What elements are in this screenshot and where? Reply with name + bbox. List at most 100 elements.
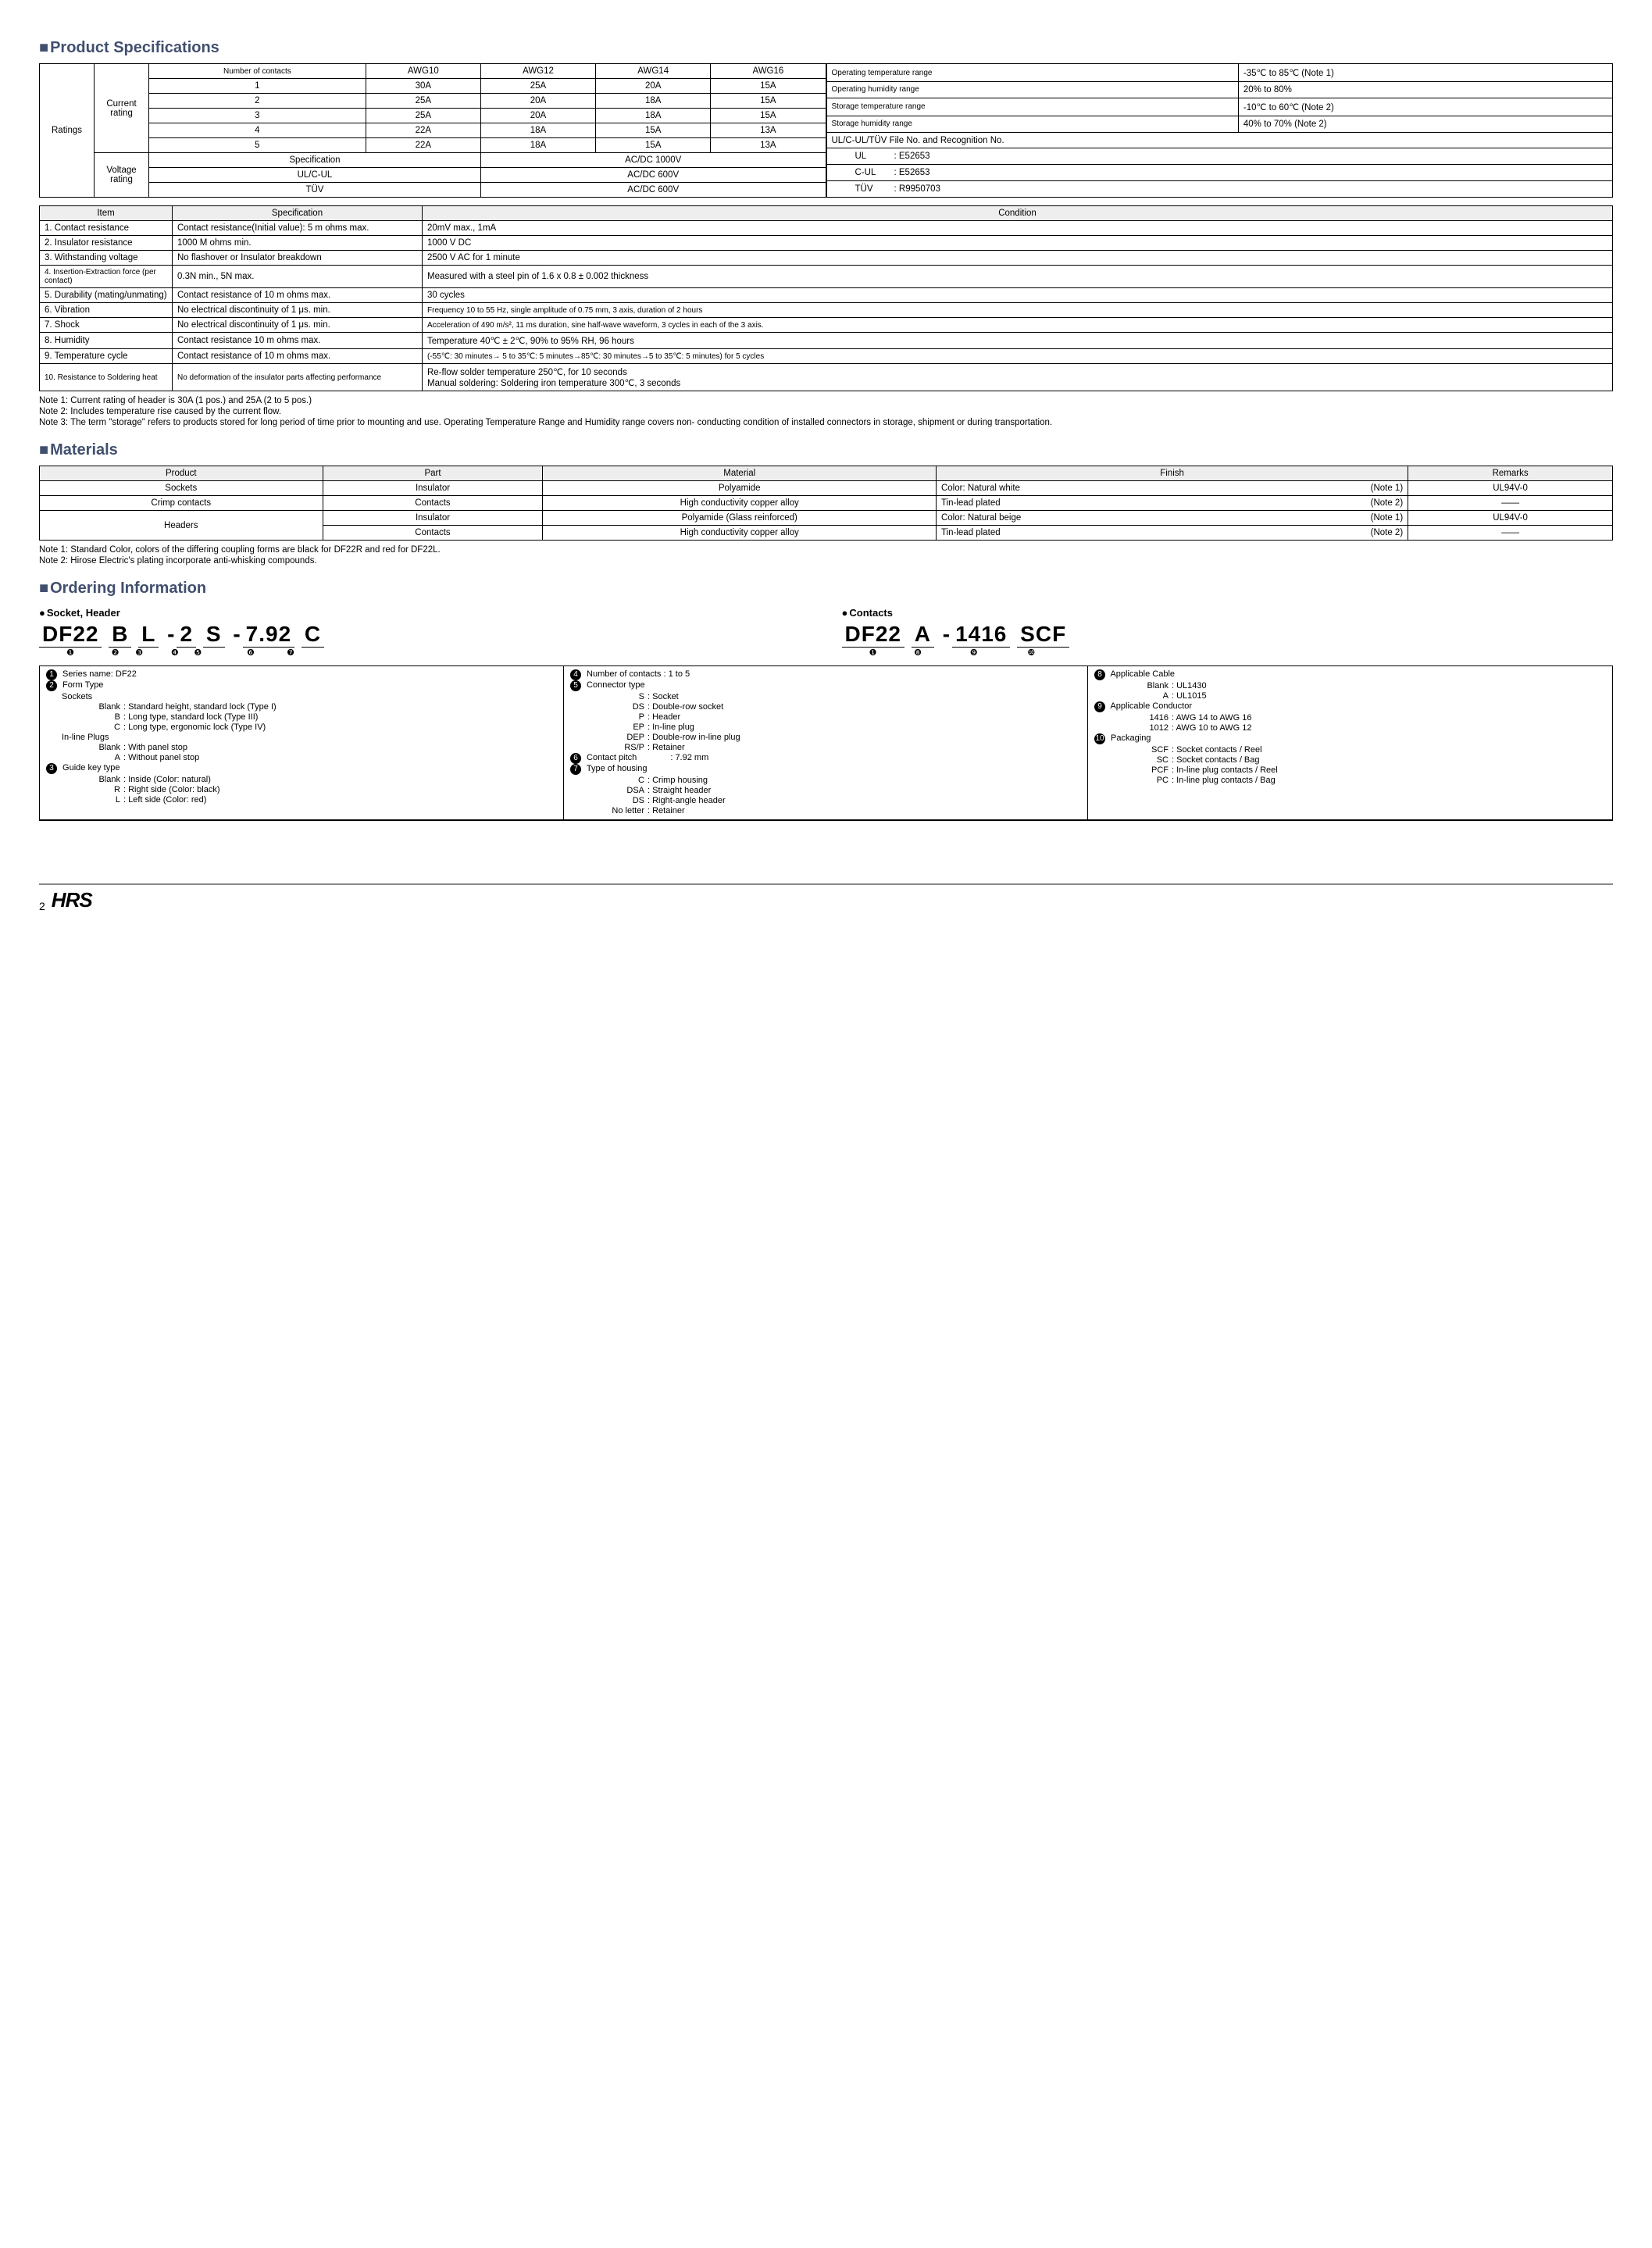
- vr2v: AC/DC 600V: [480, 183, 826, 198]
- spec-cond: 20mV max., 1mA: [423, 221, 1613, 236]
- legend-line: DS: Double-row socket: [570, 702, 1081, 712]
- r1v0: 25A: [366, 94, 480, 109]
- r1n: 2: [149, 94, 366, 109]
- sn0: Note 1: Current rating of header is 30A …: [39, 396, 1613, 405]
- r4v1: 18A: [480, 138, 595, 153]
- contacts-label: Contacts: [842, 607, 1614, 619]
- partno-seg: C: [301, 622, 324, 648]
- partno-seg: B: [109, 622, 131, 648]
- ratings-block: Ratings Current rating Number of contact…: [39, 63, 1613, 198]
- m1r: ——: [1408, 496, 1613, 511]
- m0f: Color: Natural white: [936, 481, 1257, 496]
- materials-table: Product Part Material Finish Remarks Soc…: [39, 466, 1613, 541]
- partno-seg: DF22: [39, 622, 102, 648]
- cert1: C-UL: E52653: [826, 165, 1613, 181]
- m0fn: (Note 1): [1257, 481, 1408, 496]
- r1v2: 18A: [596, 94, 711, 109]
- legend-num-icon: 5: [570, 680, 581, 691]
- partno-marker: ❼: [280, 648, 302, 658]
- sn2: Note 3: The term "storage" refers to pro…: [39, 418, 1613, 427]
- partno-seg: 2: [177, 622, 196, 648]
- r2n: 3: [149, 109, 366, 123]
- m2f: Color: Natural beige: [936, 511, 1257, 526]
- legend-line: Blank: UL1430: [1094, 681, 1606, 690]
- partno-marker: ❶: [842, 648, 904, 658]
- legend-header: 1 Series name: DF22: [46, 669, 557, 680]
- r2v3: 15A: [711, 109, 826, 123]
- m3f: Tin-lead plated: [936, 526, 1257, 541]
- legend-num-icon: 9: [1094, 701, 1105, 712]
- materials-title: Materials: [39, 441, 1613, 459]
- legend-line: A: Without panel stop: [46, 753, 557, 762]
- partno-seg: S: [203, 622, 225, 648]
- m3m: High conductivity copper alloy: [543, 526, 937, 541]
- r4v2: 15A: [596, 138, 711, 153]
- footer: 2 HRS: [39, 883, 1613, 912]
- legend-header: 10 Packaging: [1094, 733, 1606, 744]
- mh0: Product: [40, 466, 323, 481]
- spec-notes: Note 1: Current rating of header is 30A …: [39, 396, 1613, 427]
- m1fn: (Note 2): [1257, 496, 1408, 511]
- ratings-label: Ratings: [40, 64, 95, 198]
- partno-marker: ❹: [165, 648, 184, 658]
- spec-item: 1. Contact resistance: [40, 221, 173, 236]
- spec-spec: No electrical discontinuity of 1 μs. min…: [173, 318, 423, 333]
- spec-spec: Contact resistance(Initial value): 5 m o…: [173, 221, 423, 236]
- m1m: High conductivity copper alloy: [543, 496, 937, 511]
- ordering-legend: 1 Series name: DF222 Form TypeSocketsBla…: [39, 665, 1613, 821]
- vr0s: Specification: [149, 153, 481, 168]
- cert2: TÜV: R9950703: [826, 181, 1613, 198]
- legend-num-icon: 2: [46, 680, 57, 691]
- m0pt: Insulator: [323, 481, 543, 496]
- partno-marker: ❶: [39, 648, 102, 658]
- ordering-partnos: Socket, Header DF22 B L -2 S -7.92 C ❶ ❷…: [39, 604, 1613, 658]
- legend-line: PC: In-line plug contacts / Bag: [1094, 776, 1606, 785]
- legend-header: 3 Guide key type: [46, 763, 557, 774]
- m1pt: Contacts: [323, 496, 543, 511]
- legend-num-icon: 4: [570, 669, 581, 680]
- r3v2: 15A: [596, 123, 711, 138]
- legend-line: No letter: Retainer: [570, 806, 1081, 815]
- legend-line: EP: In-line plug: [570, 723, 1081, 732]
- r2v1: 20A: [480, 109, 595, 123]
- legend-header: 5 Connector type: [570, 680, 1081, 691]
- r0v1: 25A: [480, 79, 595, 94]
- spec-cond: Re-flow solder temperature 250℃, for 10 …: [423, 364, 1613, 391]
- legend-line: C: Long type, ergonomic lock (Type IV): [46, 723, 557, 732]
- spec-cond: Frequency 10 to 55 Hz, single amplitude …: [423, 303, 1613, 318]
- spec-cond: Measured with a steel pin of 1.6 x 0.8 ±…: [423, 266, 1613, 288]
- spec-spec: Contact resistance of 10 m ohms max.: [173, 349, 423, 364]
- m0m: Polyamide: [543, 481, 937, 496]
- spec-item: 6. Vibration: [40, 303, 173, 318]
- legend-line: A: UL1015: [1094, 691, 1606, 701]
- spec-cond: 30 cycles: [423, 288, 1613, 303]
- sth0: Item: [40, 206, 173, 221]
- m2r: UL94V-0: [1408, 511, 1613, 526]
- partno-seg: -: [941, 622, 952, 647]
- spec-item: 2. Insulator resistance: [40, 236, 173, 251]
- vr1s: UL/C-UL: [149, 168, 481, 183]
- legend-header: 2 Form Type: [46, 680, 557, 691]
- legend-num-icon: 8: [1094, 669, 1105, 680]
- legend-line: 1416: AWG 14 to AWG 16: [1094, 713, 1606, 723]
- m2m: Polyamide (Glass reinforced): [543, 511, 937, 526]
- partno-seg: -: [231, 622, 242, 647]
- spec-item: 3. Withstanding voltage: [40, 251, 173, 266]
- partno-marker: ❸: [129, 648, 149, 658]
- ratings-table-right: Operating temperature range-35℃ to 85℃ (…: [826, 63, 1614, 198]
- m2p: Headers: [40, 511, 323, 541]
- socket-header-label: Socket, Header: [39, 607, 811, 619]
- spec-item: 9. Temperature cycle: [40, 349, 173, 364]
- spec-cond: (-55℃: 30 minutes→ 5 to 35℃: 5 minutes→8…: [423, 349, 1613, 364]
- sth2: Condition: [423, 206, 1613, 221]
- legend-line: DEP: Double-row in-line plug: [570, 733, 1081, 742]
- legend-line: SCF: Socket contacts / Reel: [1094, 745, 1606, 755]
- spec-item: 8. Humidity: [40, 333, 173, 349]
- spec-spec: No electrical discontinuity of 1 μs. min…: [173, 303, 423, 318]
- r1v3: 15A: [711, 94, 826, 109]
- legend-line: DSA: Straight header: [570, 786, 1081, 795]
- m2fn: (Note 1): [1257, 511, 1408, 526]
- legend-line: DS: Right-angle header: [570, 796, 1081, 805]
- env1k: Operating humidity range: [826, 82, 1238, 98]
- legend-line: SC: Socket contacts / Bag: [1094, 755, 1606, 765]
